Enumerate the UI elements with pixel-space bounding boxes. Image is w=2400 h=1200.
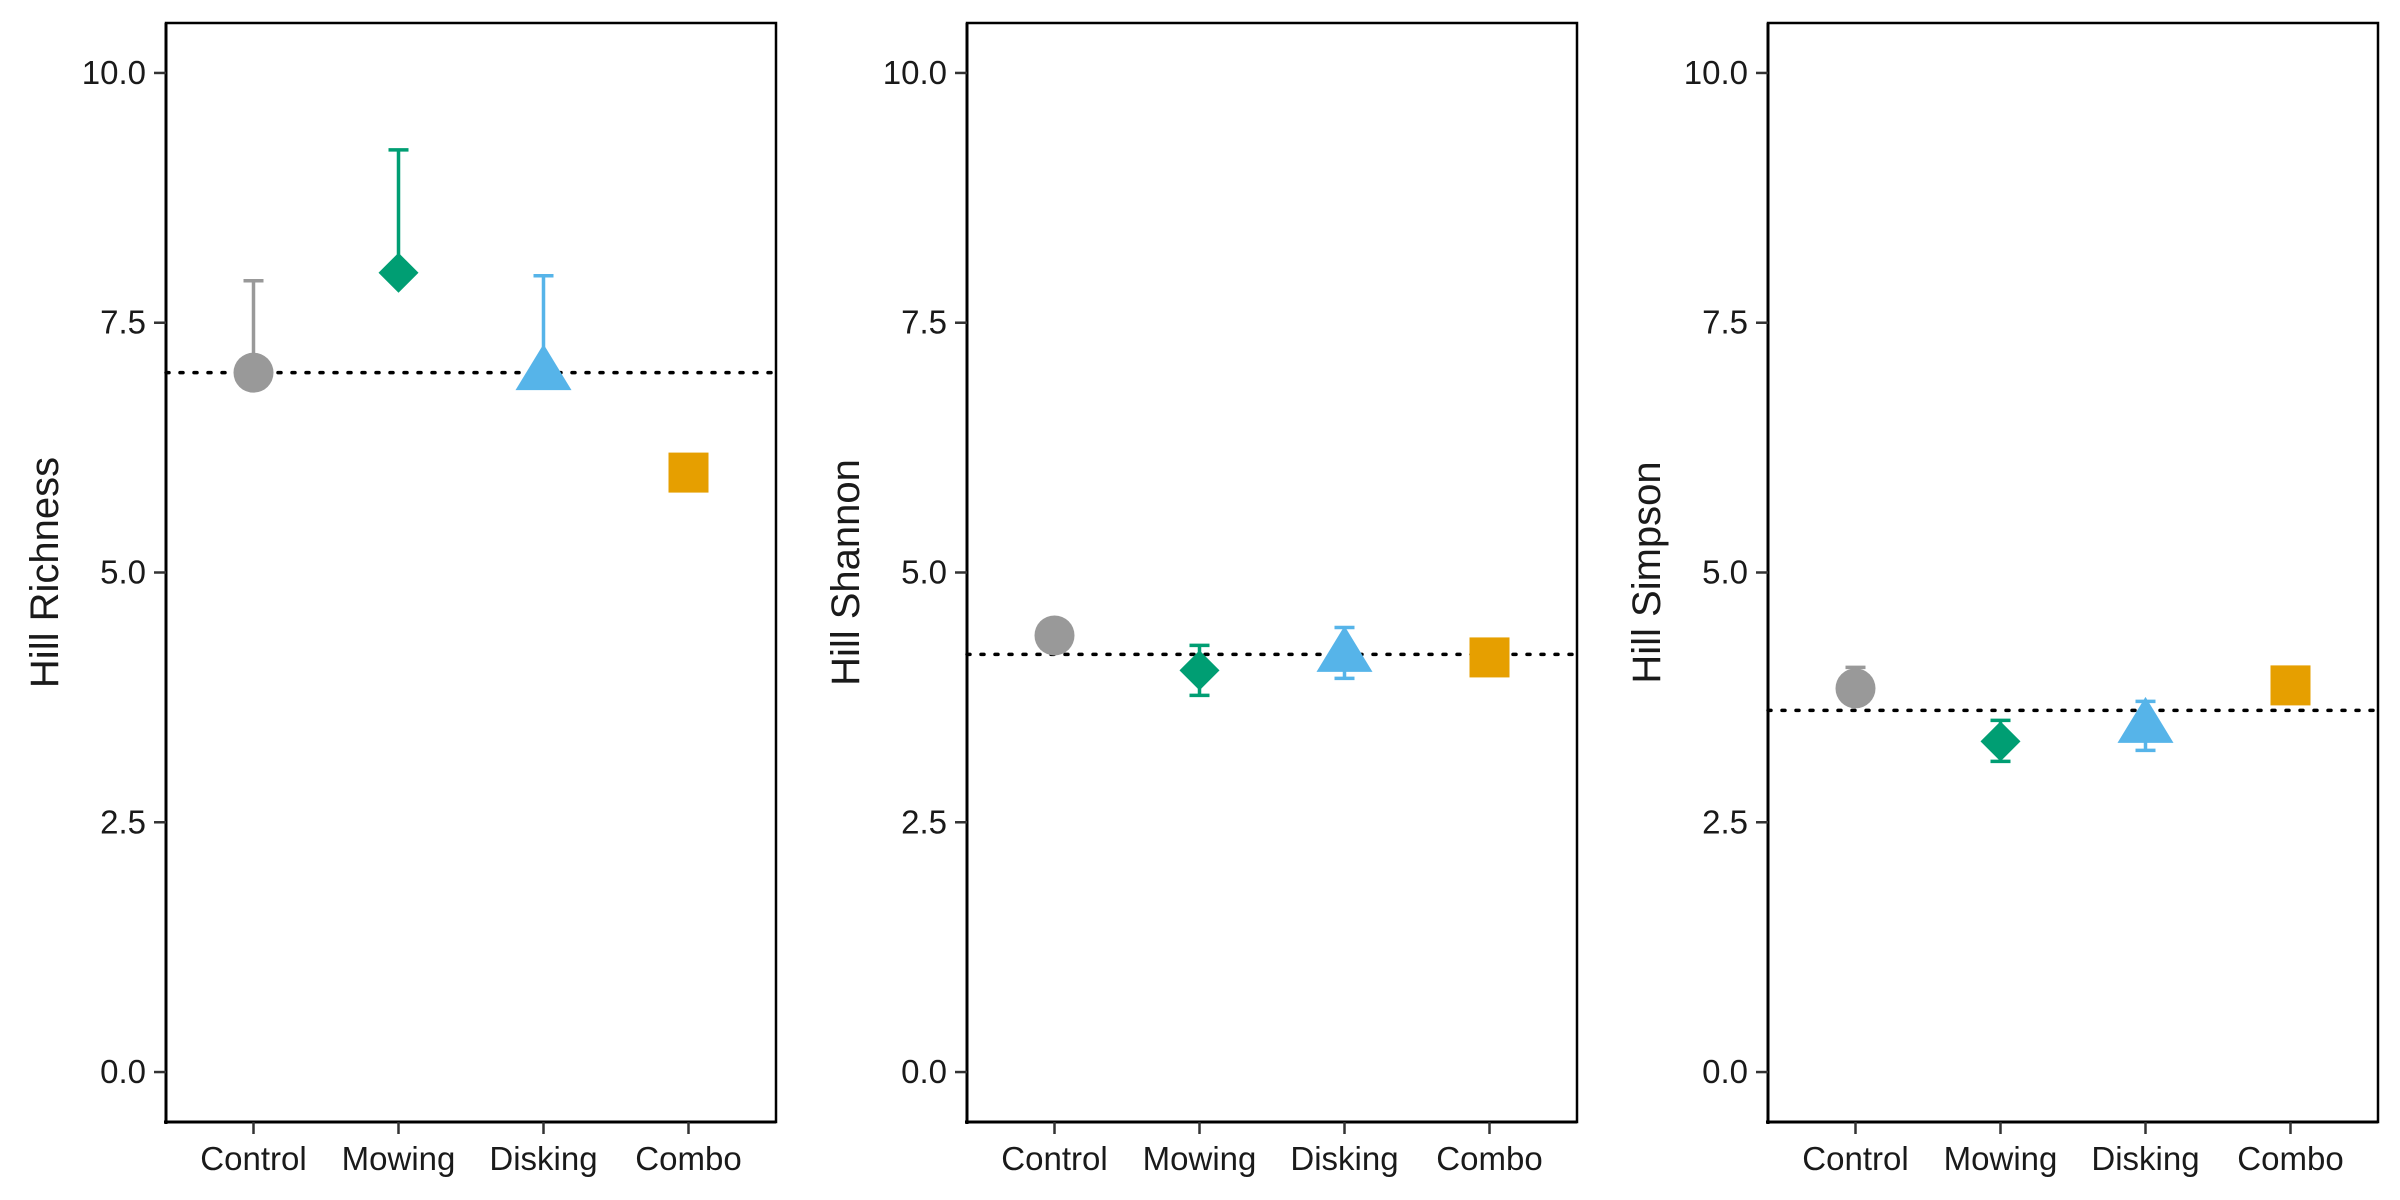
x-tick-label: Mowing [1944,1140,2058,1177]
point-combo [668,452,709,493]
x-tick-label: Combo [1436,1140,1542,1177]
y-tick-label: 0.0 [901,1053,947,1090]
y-tick-label: 0.0 [1702,1053,1748,1090]
panel-border [164,21,778,1124]
point-control [1835,668,1876,709]
point-combo [1469,637,1510,678]
chart-panel-3: 0.0 2.5 5.0 7.5 10.0 Control Mowing Disking Comb… [1625,21,2380,1177]
point-disking [1316,625,1373,672]
x-tick-label: Disking [1290,1140,1398,1177]
panel-border [1766,21,2380,1124]
y-tick-label: 5.0 [901,554,947,591]
y-tick-label: 5.0 [100,554,146,591]
y-axis-title: Hill Richness [23,457,67,688]
x-tick-label: Mowing [1143,1140,1257,1177]
point-mowing [378,252,419,293]
x-tick-label: Disking [2091,1140,2199,1177]
x-tick-label: Combo [2237,1140,2343,1177]
point-control [233,352,274,393]
point-combo [2270,665,2311,706]
y-tick-label: 10.0 [82,54,146,91]
x-tick-label: Combo [635,1140,741,1177]
x-tick-label: Control [200,1140,306,1177]
x-tick-label: Disking [489,1140,597,1177]
y-tick-label: 2.5 [100,803,146,840]
y-tick-label: 2.5 [1702,803,1748,840]
y-tick-label: 7.5 [901,304,947,341]
x-tick-label: Control [1001,1140,1107,1177]
point-mowing [1980,721,2021,762]
chart-panel-2: 0.0 2.5 5.0 7.5 10.0 Control Mowing Disking Comb… [824,21,1579,1177]
y-tick-label: 0.0 [100,1053,146,1090]
y-tick-label: 7.5 [100,304,146,341]
y-tick-label: 10.0 [883,54,947,91]
panel-border [965,21,1579,1124]
chart-panel-1: 0.0 2.5 5.0 7.5 10.0 Control Mowing Disking Comb… [23,21,778,1177]
point-mowing [1179,650,1220,691]
y-axis-title: Hill Simpson [1625,461,1669,683]
x-tick-label: Control [1802,1140,1908,1177]
point-disking [515,344,572,391]
y-tick-label: 5.0 [1702,554,1748,591]
point-control [1034,615,1075,656]
y-axis-title: Hill Shannon [824,459,868,686]
x-tick-label: Mowing [342,1140,456,1177]
y-tick-label: 2.5 [901,803,947,840]
point-disking [2117,696,2174,743]
y-tick-label: 7.5 [1702,304,1748,341]
y-tick-label: 10.0 [1684,54,1748,91]
